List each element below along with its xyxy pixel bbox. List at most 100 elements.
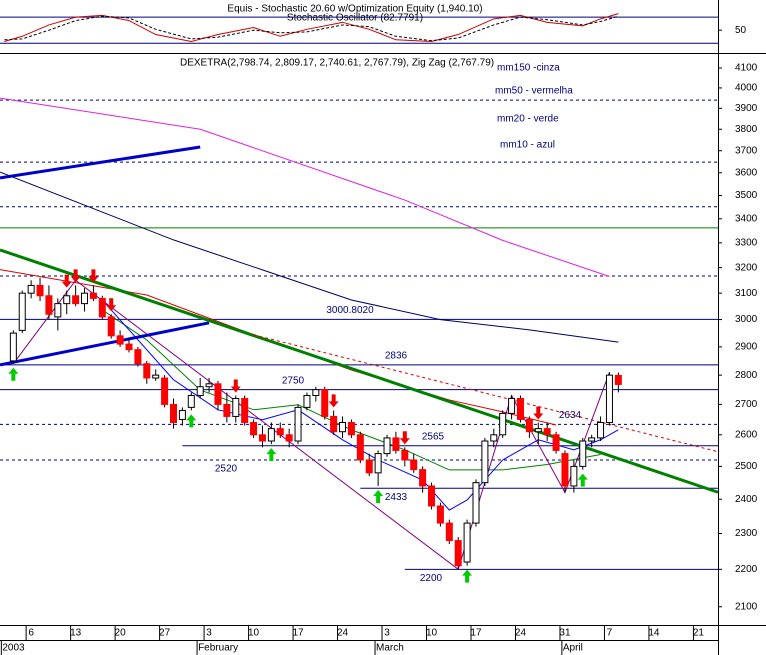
- candle-body: [436, 505, 444, 524]
- candle-body: [107, 316, 115, 337]
- candle-body: [614, 374, 622, 385]
- buy-arrow: [8, 367, 19, 381]
- price-title: DEXETRA(2,798.74, 2,809.17, 2,740.61, 2,…: [180, 58, 494, 69]
- y-tick-label: 2500: [735, 461, 758, 472]
- x-tick-label: 3: [384, 628, 390, 639]
- level-label: 2433: [385, 492, 408, 503]
- y-tick-label: 3200: [735, 262, 758, 273]
- candle-body: [27, 284, 35, 294]
- annotation: mm50 - vermelha: [495, 86, 573, 97]
- x-tick-label: 14: [648, 628, 660, 639]
- y-tick-label: 2100: [735, 601, 758, 612]
- candle-body: [152, 374, 160, 379]
- y-tick-label: 4100: [735, 63, 758, 74]
- candle-body: [72, 295, 80, 305]
- candle-body: [303, 395, 311, 408]
- y-tick-label: 50: [735, 25, 747, 36]
- candle-body: [463, 522, 471, 563]
- candle-body: [214, 383, 222, 405]
- month-label: 2003: [2, 643, 25, 654]
- candle-body: [187, 395, 195, 408]
- candle-body: [472, 482, 480, 524]
- y-tick-label: 3100: [735, 288, 758, 299]
- candle-body: [169, 403, 177, 424]
- candle-body: [428, 485, 436, 507]
- candle-body: [347, 422, 355, 436]
- buy-arrow: [266, 448, 277, 462]
- x-tick-label: 13: [70, 628, 82, 639]
- x-tick-label: 17: [470, 628, 482, 639]
- candle-body: [534, 428, 542, 433]
- sell-arrow: [533, 406, 544, 420]
- annotation: mm150 -cinza: [497, 63, 560, 74]
- candle-body: [250, 422, 258, 436]
- candle-body: [205, 383, 213, 388]
- indicator-line: [0, 97, 610, 277]
- y-tick-label: 3500: [735, 190, 758, 201]
- stochastic-subtitle: Stochastic Oscillator (82.7791): [287, 13, 423, 24]
- candle-body: [321, 389, 329, 417]
- candle-body: [419, 469, 427, 487]
- x-tick-label: 10: [248, 628, 260, 639]
- sell-arrow: [399, 431, 410, 445]
- candle-body: [588, 437, 596, 442]
- buy-arrow: [577, 473, 588, 487]
- sell-arrow: [328, 394, 339, 408]
- sell-arrow: [70, 269, 81, 283]
- indicator-line: [0, 248, 719, 494]
- oscillator-line: [4, 15, 619, 42]
- sell-arrow: [106, 298, 117, 312]
- candle-body: [54, 303, 62, 318]
- sell-arrow: [61, 274, 72, 288]
- candle-body: [499, 412, 507, 436]
- y-tick-label: 3000: [735, 314, 758, 325]
- candle-body: [241, 397, 249, 424]
- level-label: 2836: [385, 350, 408, 361]
- candle-body: [161, 377, 169, 405]
- y-tick-label: 3700: [735, 145, 758, 156]
- candle-body: [312, 389, 320, 397]
- level-label: 2634: [559, 410, 582, 421]
- candle-body: [561, 453, 569, 487]
- x-tick-label: 10: [426, 628, 438, 639]
- level-label: 2565: [422, 431, 445, 442]
- y-tick-label: 3900: [735, 103, 758, 114]
- candle-body: [285, 434, 293, 442]
- candle-body: [401, 449, 409, 461]
- buy-arrow: [462, 569, 473, 583]
- y-tick-label: 2800: [735, 370, 758, 381]
- sell-arrow: [230, 379, 241, 393]
- month-label: April: [563, 643, 583, 654]
- candle-body: [81, 292, 89, 305]
- x-tick-label: 27: [159, 628, 171, 639]
- oscillator-line: [4, 13, 619, 43]
- buy-arrow: [186, 414, 197, 428]
- x-tick-label: 24: [337, 628, 349, 639]
- y-tick-label: 4000: [735, 83, 758, 94]
- y-tick-label: 3400: [735, 213, 758, 224]
- candle-body: [89, 292, 97, 299]
- candle-body: [543, 428, 551, 436]
- candle-body: [525, 418, 533, 433]
- y-tick-label: 2900: [735, 342, 758, 353]
- indicator-line: [0, 171, 619, 343]
- y-tick-label: 2300: [735, 528, 758, 539]
- candle-body: [125, 343, 133, 351]
- level-label: 2200: [420, 573, 443, 584]
- y-tick-label: 2400: [735, 494, 758, 505]
- x-tick-label: 3: [206, 628, 212, 639]
- candle-body: [597, 422, 605, 439]
- candle-body: [330, 415, 338, 433]
- candle-body: [232, 397, 240, 417]
- candle-body: [294, 406, 302, 442]
- y-tick-label: 2200: [735, 564, 758, 575]
- candle-body: [63, 295, 71, 305]
- candle-body: [490, 434, 498, 442]
- indicator-line: [253, 334, 719, 453]
- candle-body: [516, 397, 524, 420]
- candle-body: [410, 459, 418, 471]
- candle-body: [356, 434, 364, 461]
